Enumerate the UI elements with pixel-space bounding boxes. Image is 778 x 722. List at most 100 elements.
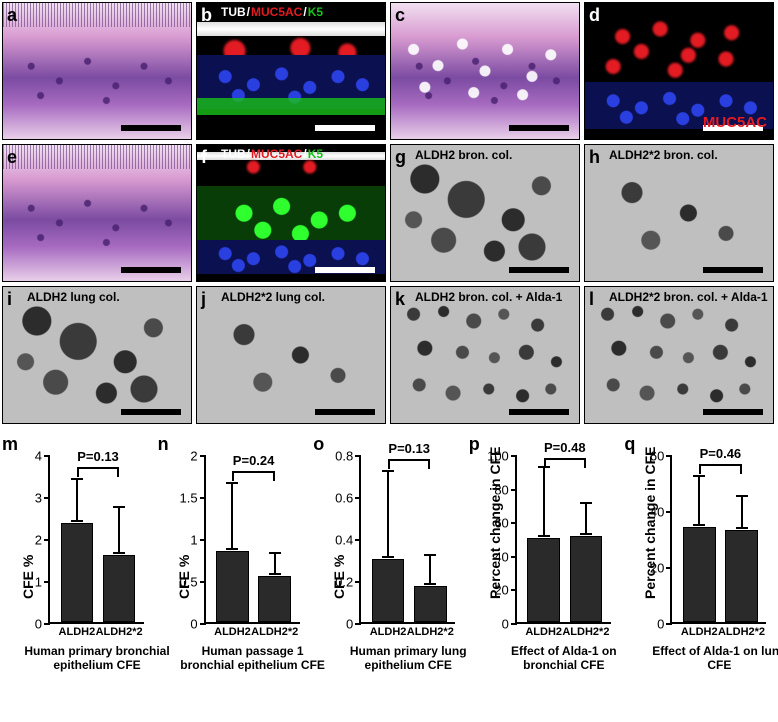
panel-label: e <box>7 147 17 168</box>
error-bar <box>429 554 431 586</box>
panel-label: b <box>201 5 212 26</box>
marker-labels: TUB/MUC5AC/K5 <box>221 5 324 19</box>
xticklabel: ALDH2 <box>370 622 407 638</box>
scale-bar <box>509 409 569 415</box>
scale-bar <box>121 125 181 131</box>
panel-g: g ALDH2 bron. col. <box>390 144 580 282</box>
panel-f: fTUB/MUC5AC/K5 <box>196 144 386 282</box>
panel-a: a <box>2 2 192 140</box>
panel-b: bTUB/MUC5AC/K5 <box>196 2 386 140</box>
panel-label: c <box>395 5 405 26</box>
xticklabel: ALDH2*2 <box>96 622 143 638</box>
pvalue-bracket <box>388 459 430 461</box>
yticklabel: 4 <box>35 449 50 464</box>
pvalue: P=0.46 <box>700 446 742 461</box>
panel-label: h <box>589 147 600 168</box>
chart-n: n00.511.52CFE %ALDH2ALDH2*2P=0.24Human p… <box>156 434 312 704</box>
ylabel: CFE % <box>176 554 192 598</box>
panel-label: d <box>589 5 600 26</box>
yticklabel: 0.8 <box>335 449 361 464</box>
scale-bar <box>703 267 763 273</box>
yticklabel: 0.4 <box>335 533 361 548</box>
chart-m: m 01234CFE %ALDH2ALDH2*2P=0.13Human prima… <box>0 434 156 704</box>
chart-q: q 0204060Percent change in CFEALDH2ALDH2*… <box>622 434 778 704</box>
yticklabel: 0 <box>502 617 517 632</box>
bar <box>372 559 405 622</box>
plot-area: 0204060Percent change in CFEALDH2ALDH2*2… <box>670 456 766 624</box>
xticklabel: ALDH2 <box>59 622 96 638</box>
panel-label: g <box>395 147 406 168</box>
yticklabel: 1.5 <box>180 491 206 506</box>
error-bar <box>698 475 700 525</box>
bar <box>216 551 249 622</box>
error-bar <box>741 495 743 529</box>
scale-bar <box>315 267 375 273</box>
ylabel: CFE % <box>331 554 347 598</box>
plot-area: 01234CFE %ALDH2ALDH2*2P=0.13Human primar… <box>48 456 144 624</box>
marker-label: TUB <box>221 147 246 161</box>
yticklabel: 0.6 <box>335 491 361 506</box>
panel-d: d MUC5AC <box>584 2 774 140</box>
panel-label: m <box>2 434 18 455</box>
panel-e: e <box>2 144 192 282</box>
yticklabel: 3 <box>35 491 50 506</box>
panel-label: l <box>589 289 594 310</box>
error-bar <box>274 552 276 575</box>
panel-l: lALDH2*2 bron. col. + Alda-1 <box>584 286 774 424</box>
bar <box>570 536 603 622</box>
ylabel: Percent change in CFE <box>642 446 658 598</box>
pvalue-bracket <box>77 467 119 469</box>
yticklabel: 1 <box>190 533 205 548</box>
pvalue: P=0.13 <box>388 441 430 456</box>
panel-label: i <box>7 289 12 310</box>
pvalue: P=0.24 <box>233 453 275 468</box>
bar <box>61 523 94 622</box>
yticklabel: 0 <box>657 617 672 632</box>
marker-label: K5 <box>308 147 323 161</box>
chart-o: o00.20.40.60.8CFE %ALDH2ALDH2*2P=0.13Hum… <box>311 434 467 704</box>
xticklabel: ALDH2*2 <box>407 622 454 638</box>
yticklabel: 0 <box>35 617 50 632</box>
xticklabel: ALDH2 <box>214 622 251 638</box>
marker-label: MUC5AC <box>251 5 302 19</box>
panel-i: iALDH2 lung col. <box>2 286 192 424</box>
yticklabel: 0 <box>190 617 205 632</box>
bar <box>258 576 291 622</box>
plot-area: 00.20.40.60.8CFE %ALDH2ALDH2*2P=0.13Huma… <box>359 456 455 624</box>
panel-label: j <box>201 289 206 310</box>
marker-labels: TUB/MUC5AC/K5 <box>221 147 324 161</box>
panel-label: q <box>624 434 635 455</box>
marker-label: / <box>303 5 306 19</box>
scale-bar <box>121 267 181 273</box>
marker-label: TUB <box>221 5 246 19</box>
pvalue: P=0.48 <box>544 440 586 455</box>
ylabel: Percent change in CFE <box>487 446 503 598</box>
xticklabel: ALDH2*2 <box>718 622 765 638</box>
yticklabel: 0 <box>346 617 361 632</box>
yticklabel: 1 <box>35 575 50 590</box>
chart-title: Effect of Alda-1 on lung CFE <box>644 644 778 673</box>
panel-label: p <box>469 434 480 455</box>
scale-bar <box>315 409 375 415</box>
bar <box>414 586 447 622</box>
yticklabel: 2 <box>190 449 205 464</box>
xticklabel: ALDH2 <box>525 622 562 638</box>
panel-j: jALDH2*2 lung col. <box>196 286 386 424</box>
marker-label: / <box>303 147 306 161</box>
panel-title: ALDH2 bron. col. + Alda-1 <box>415 290 562 304</box>
panel-label: n <box>158 434 169 455</box>
chart-p: p020406080100Percent change in CFEALDH2A… <box>467 434 623 704</box>
ylabel: CFE % <box>20 554 36 598</box>
bar <box>527 538 560 622</box>
panel-label: f <box>201 147 207 168</box>
bar <box>725 530 758 622</box>
pvalue-bracket <box>232 471 274 473</box>
panel-title: ALDH2 bron. col. <box>415 148 512 162</box>
panel-k: kALDH2 bron. col. + Alda-1 <box>390 286 580 424</box>
error-bar <box>585 502 587 536</box>
panel-title: ALDH2*2 bron. col. <box>609 148 718 162</box>
corner-label: MUC5AC <box>703 114 767 131</box>
pvalue: P=0.13 <box>77 449 119 464</box>
scale-bar <box>121 409 181 415</box>
error-bar <box>387 470 389 558</box>
